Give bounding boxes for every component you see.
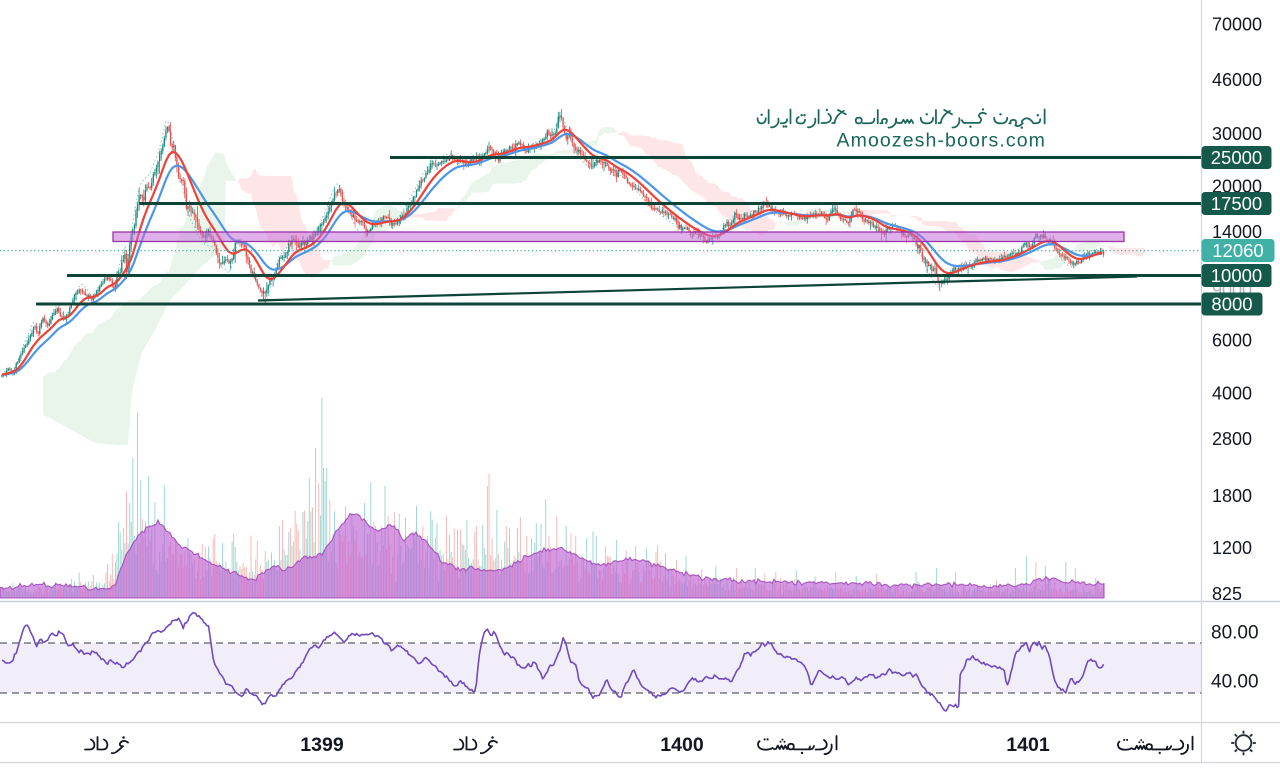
svg-text:1399: 1399 [300, 734, 344, 756]
svg-text:1400: 1400 [660, 734, 704, 756]
svg-text:20000: 20000 [1212, 177, 1262, 197]
svg-text:17500: 17500 [1211, 193, 1262, 214]
svg-text:70000: 70000 [1212, 15, 1262, 35]
svg-text:12060: 12060 [1212, 240, 1263, 261]
svg-text:Amoozesh-boors.com: Amoozesh-boors.com [837, 130, 1046, 152]
svg-text:1401: 1401 [1006, 734, 1050, 756]
svg-text:8000: 8000 [1211, 294, 1252, 315]
svg-text:1800: 1800 [1212, 486, 1252, 506]
svg-text:10000: 10000 [1211, 265, 1262, 286]
svg-text:80.00: 80.00 [1211, 623, 1259, 644]
svg-text:30000: 30000 [1212, 124, 1262, 144]
svg-text:40.00: 40.00 [1211, 672, 1259, 693]
svg-text:1200: 1200 [1212, 538, 1252, 558]
svg-text:25000: 25000 [1211, 147, 1262, 168]
svg-text:4000: 4000 [1212, 384, 1252, 404]
svg-text:46000: 46000 [1212, 70, 1262, 90]
svg-text:825: 825 [1212, 584, 1242, 604]
svg-text:6000: 6000 [1212, 331, 1252, 351]
svg-text:2800: 2800 [1212, 429, 1252, 449]
svg-text:14000: 14000 [1212, 222, 1262, 242]
